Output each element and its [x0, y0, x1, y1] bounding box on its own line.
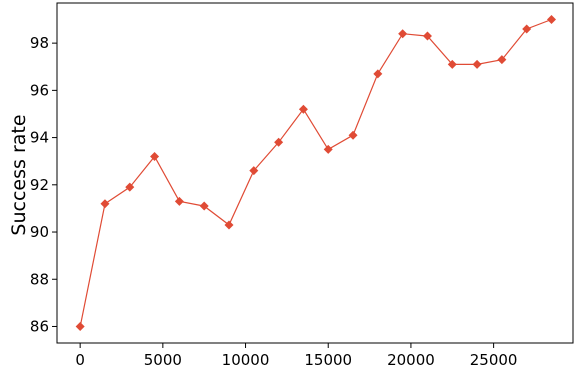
plot-series	[75, 15, 556, 331]
data-point	[174, 196, 184, 206]
x-tick-label: 10000	[222, 351, 270, 367]
y-tick-label: 96	[30, 81, 49, 99]
y-tick-label: 98	[30, 34, 49, 52]
series-line	[79, 18, 552, 327]
data-point	[522, 24, 532, 34]
data-point	[373, 69, 383, 79]
y-tick-label: 90	[30, 223, 49, 241]
y-axis-ticks: 86 88 90 92 94 96 98	[30, 34, 57, 335]
data-point	[497, 55, 507, 65]
data-point	[422, 31, 432, 41]
x-tick-label: 5000	[144, 351, 182, 367]
y-tick-label: 94	[30, 129, 49, 147]
data-point	[274, 137, 284, 147]
data-point	[199, 201, 209, 211]
data-point	[249, 166, 259, 176]
plot-area-frame	[56, 2, 574, 344]
x-tick-label: 0	[75, 351, 85, 367]
y-tick-label: 88	[30, 270, 49, 288]
data-point	[547, 15, 556, 25]
y-tick-label: 92	[30, 176, 49, 194]
data-point	[398, 29, 408, 39]
data-point	[447, 59, 457, 69]
data-point	[298, 104, 308, 114]
y-tick-label: 86	[30, 317, 49, 335]
data-point	[125, 182, 135, 192]
data-point	[100, 199, 110, 209]
data-point	[224, 220, 234, 230]
data-point	[323, 144, 333, 154]
data-point	[348, 130, 358, 140]
data-point	[472, 59, 482, 69]
x-tick-label: 15000	[304, 351, 352, 367]
y-axis-title: Success rate	[8, 114, 30, 235]
data-point	[75, 321, 85, 331]
x-tick-label: 25000	[470, 351, 518, 367]
data-point	[150, 151, 160, 161]
x-axis-ticks: 0 5000 10000 15000 20000 25000	[75, 343, 517, 367]
x-tick-label: 20000	[387, 351, 435, 367]
